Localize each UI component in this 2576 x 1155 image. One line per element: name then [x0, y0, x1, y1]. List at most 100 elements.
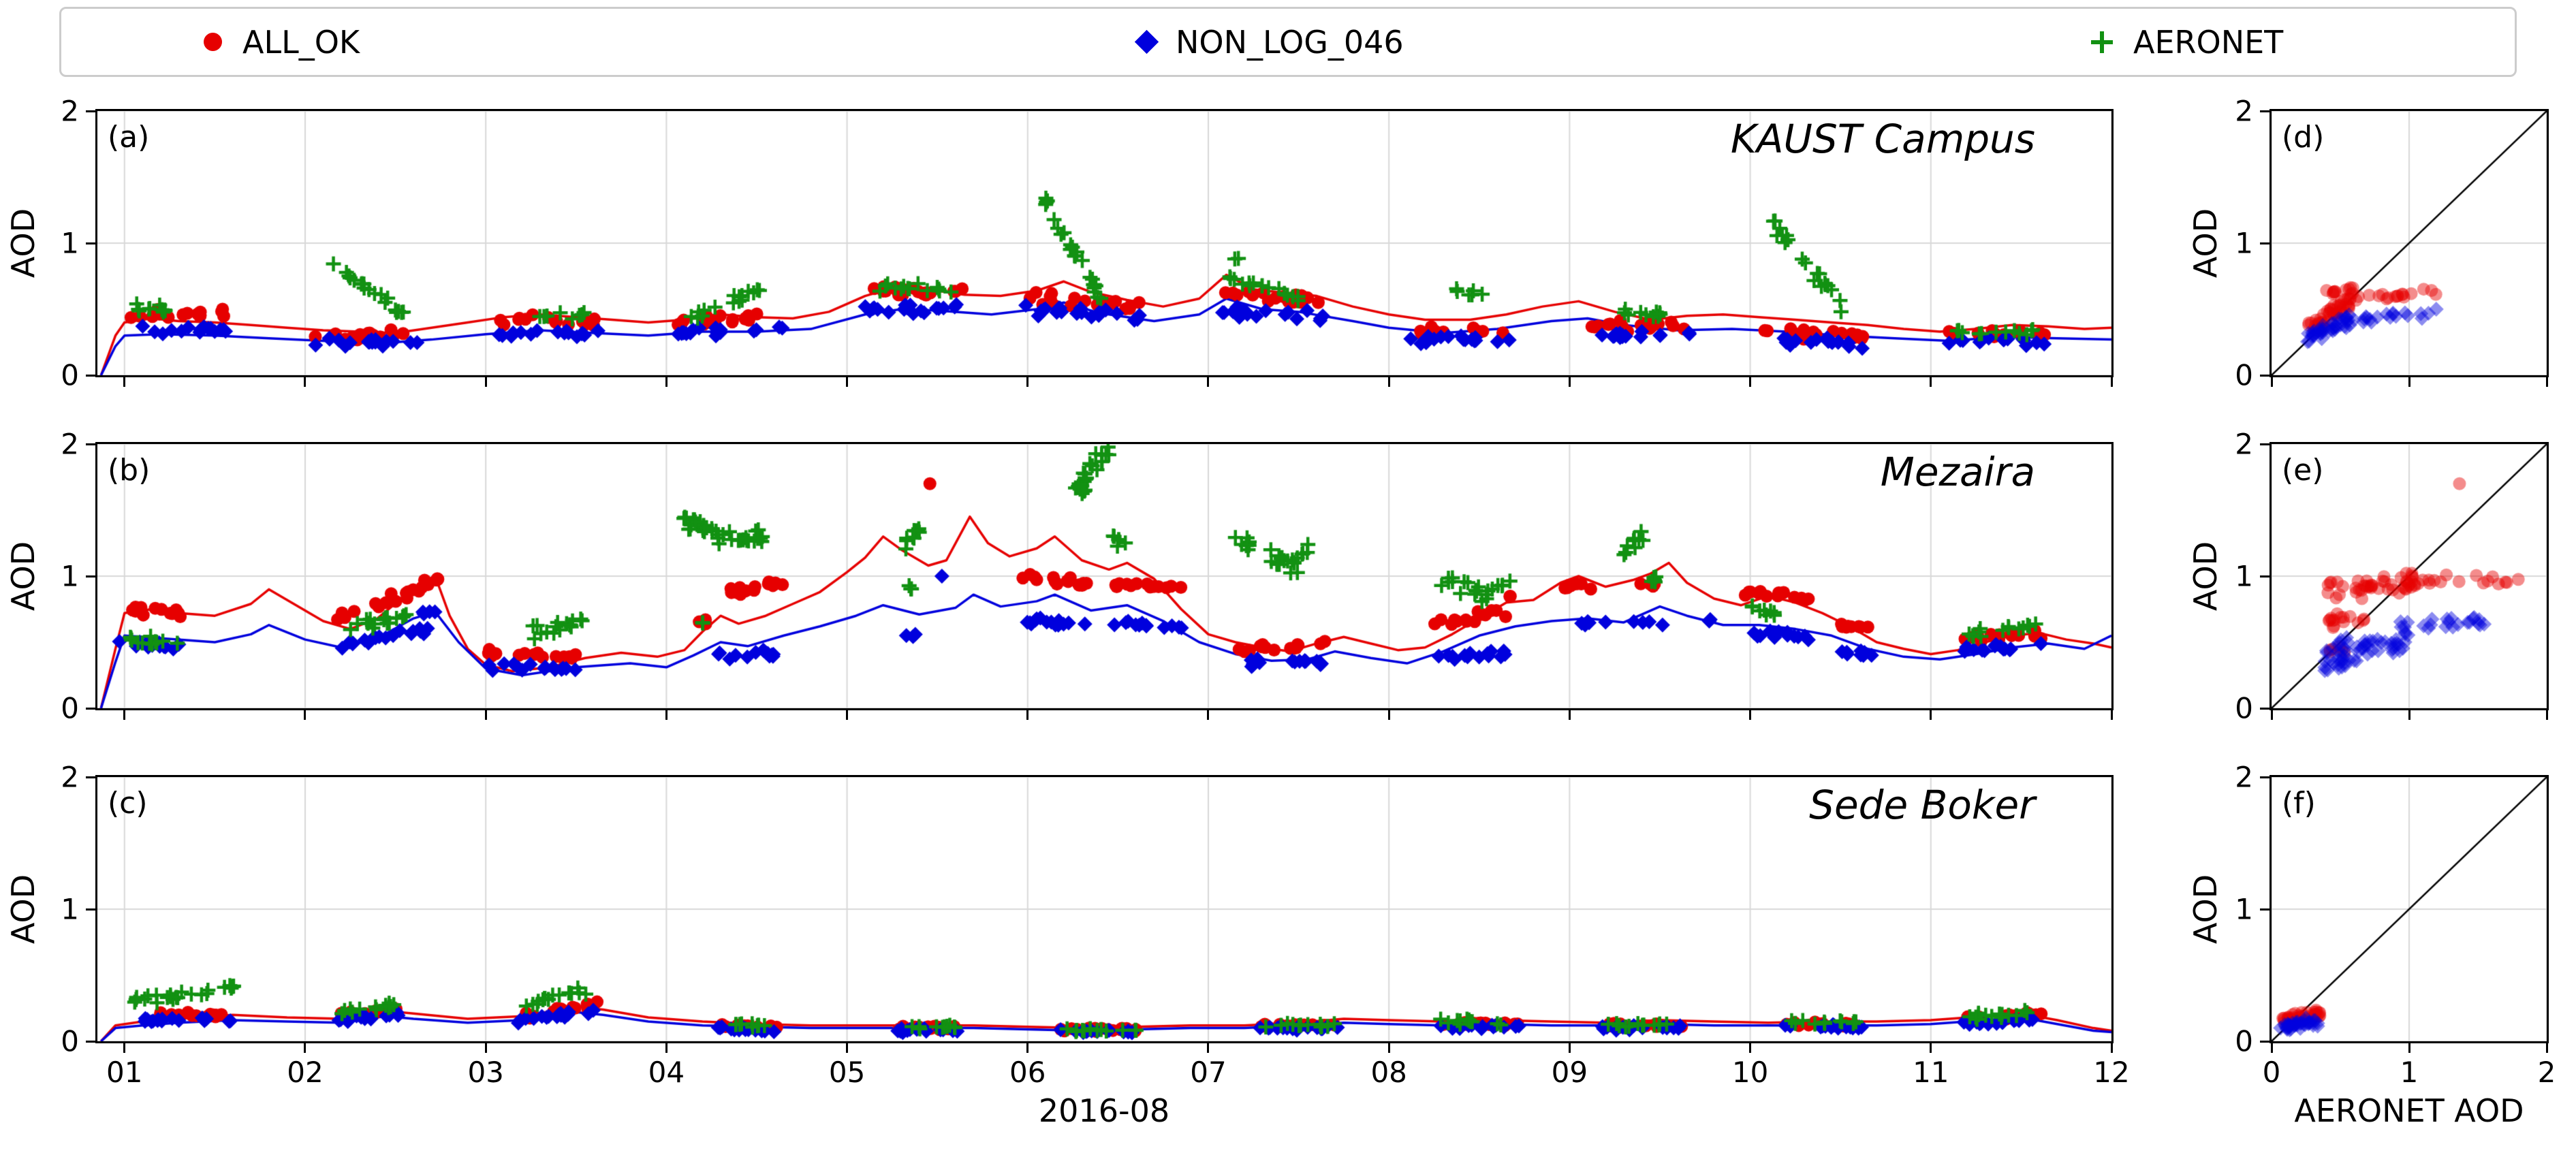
- x-tick-mark: [1387, 377, 1390, 387]
- x-tick-mark: [1930, 710, 1932, 720]
- y-tick-label: 0: [61, 358, 79, 392]
- x-tick-mark: [484, 377, 487, 387]
- x-tick-label: 12: [2093, 1056, 2130, 1089]
- y-tick-mark: [86, 242, 95, 244]
- x-tick-mark: [2545, 377, 2548, 387]
- y-tick-label: 2: [61, 94, 79, 128]
- x-tick-mark: [1749, 710, 1752, 720]
- y-tick-mark: [2260, 776, 2269, 778]
- panel-d-scatter-kaust: [2269, 109, 2549, 377]
- x-tick-mark: [484, 710, 487, 720]
- x-tick-mark: [2110, 710, 2113, 720]
- legend-label-non-log-046: NON_LOG_046: [1176, 23, 1404, 61]
- x-tick-mark: [846, 710, 849, 720]
- x-tick-label: 01: [106, 1056, 143, 1089]
- y-tick-label: 0: [2235, 691, 2253, 725]
- x-tick-label: 10: [1731, 1056, 1769, 1089]
- y-tick-mark: [86, 707, 95, 710]
- x-tick-mark: [665, 1043, 667, 1053]
- x-tick-label: 09: [1551, 1056, 1588, 1089]
- x-tick-mark: [304, 377, 307, 387]
- x-tick-mark: [2408, 710, 2410, 720]
- y-tick-mark: [2260, 707, 2269, 710]
- y-tick-mark: [2260, 1040, 2269, 1043]
- x-tick-mark: [2270, 377, 2273, 387]
- panel-label-d: (d): [2282, 120, 2325, 155]
- panel-b-timeseries-mezaira: [95, 442, 2114, 710]
- y-tick-label: 2: [61, 427, 79, 461]
- x-tick-label: 11: [1913, 1056, 1949, 1089]
- x-tick-mark: [2545, 710, 2548, 720]
- y-tick-label: 0: [61, 691, 79, 725]
- y-tick-mark: [2260, 575, 2269, 578]
- legend: ALL_OK NON_LOG_046 AERONET: [59, 7, 2517, 77]
- x-tick-mark: [846, 1043, 849, 1053]
- y-tick-label: 2: [2235, 94, 2253, 128]
- y-tick-label: 1: [61, 559, 79, 593]
- x-tick-label: 2: [2537, 1056, 2556, 1089]
- y-tick-mark: [2260, 908, 2269, 911]
- y-tick-label: 1: [2235, 226, 2253, 260]
- x-tick-mark: [1387, 710, 1390, 720]
- x-tick-mark: [1568, 710, 1571, 720]
- legend-item-non-log-046: NON_LOG_046: [1134, 23, 1404, 61]
- y-tick-label: 2: [61, 760, 79, 794]
- y-tick-label: 1: [2235, 892, 2253, 926]
- x-tick-mark: [1207, 377, 1210, 387]
- panel-f-scatter-sede-boker: [2269, 775, 2549, 1043]
- x-tick-label: 08: [1370, 1056, 1407, 1089]
- y-tick-label: 1: [2235, 559, 2253, 593]
- x-tick-label: 07: [1190, 1056, 1227, 1089]
- y-tick-label: 1: [61, 892, 79, 926]
- x-tick-mark: [123, 377, 126, 387]
- x-tick-mark: [2408, 377, 2410, 387]
- x-tick-mark: [2408, 1043, 2410, 1053]
- y-tick-mark: [86, 110, 95, 112]
- x-tick-mark: [2270, 710, 2273, 720]
- x-tick-label: 02: [287, 1056, 324, 1089]
- panel-title-sede-boker: Sede Boker: [1809, 782, 2035, 828]
- x-tick-mark: [304, 1043, 307, 1053]
- x-tick-mark: [2110, 377, 2113, 387]
- y-tick-label: 0: [2235, 358, 2253, 392]
- x-tick-mark: [1207, 1043, 1210, 1053]
- panel-label-a: (a): [108, 120, 150, 155]
- y-tick-label: 0: [61, 1024, 79, 1058]
- panel-label-e: (e): [2282, 453, 2324, 488]
- x-tick-mark: [1930, 1043, 1932, 1053]
- x-tick-mark: [484, 1043, 487, 1053]
- x-tick-label: 05: [828, 1056, 866, 1089]
- x-tick-mark: [665, 710, 667, 720]
- x-tick-label: 03: [467, 1056, 504, 1089]
- y-tick-mark: [86, 776, 95, 778]
- x-tick-label: 06: [1009, 1056, 1046, 1089]
- y-tick-mark: [86, 443, 95, 445]
- x-tick-mark: [665, 377, 667, 387]
- x-tick-mark: [2545, 1043, 2548, 1053]
- x-tick-label: 04: [648, 1056, 685, 1089]
- x-tick-mark: [123, 710, 126, 720]
- legend-label-aeronet: AERONET: [2133, 23, 2284, 61]
- x-tick-label: 1: [2400, 1056, 2419, 1089]
- all-ok-circle-icon: [204, 33, 222, 51]
- x-tick-mark: [2270, 1043, 2273, 1053]
- legend-item-all-ok: ALL_OK: [204, 24, 360, 61]
- x-tick-mark: [1387, 1043, 1390, 1053]
- panel-label-b: (b): [108, 453, 151, 488]
- panel-c-timeseries-sede-boker: [95, 775, 2114, 1043]
- x-tick-mark: [1568, 377, 1571, 387]
- x-tick-mark: [304, 710, 307, 720]
- x-tick-mark: [1930, 377, 1932, 387]
- y-tick-mark: [86, 908, 95, 911]
- x-axis-label-aeronet-aod: AERONET AOD: [2294, 1092, 2524, 1129]
- panel-title-kaust-campus: KAUST Campus: [1730, 116, 2035, 162]
- y-tick-mark: [86, 374, 95, 377]
- x-tick-mark: [1749, 1043, 1752, 1053]
- y-tick-mark: [2260, 374, 2269, 377]
- x-tick-mark: [1568, 1043, 1571, 1053]
- y-tick-mark: [86, 1040, 95, 1043]
- panel-label-c: (c): [108, 786, 148, 821]
- legend-item-aeronet: AERONET: [2091, 24, 2283, 61]
- panel-e-scatter-mezaira: [2269, 442, 2549, 710]
